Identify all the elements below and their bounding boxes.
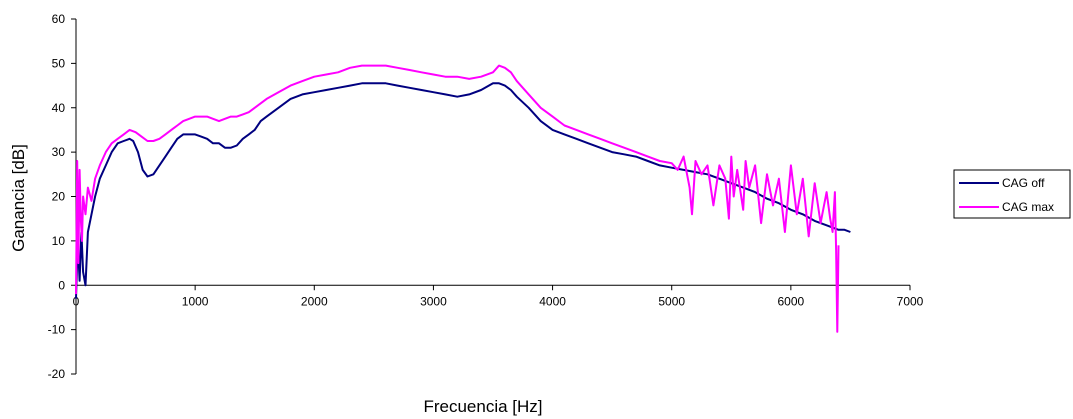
series-line-cag-off <box>75 82 851 299</box>
y-axis-title: Ganancia [dB] <box>9 144 28 252</box>
x-tick-label: 3000 <box>420 294 447 308</box>
y-tick-label: 50 <box>52 56 66 70</box>
legend-label: CAG max <box>1002 200 1054 214</box>
axes: -20 -10 0 10 20 30 40 50 60 0 1000 2000 3000 4000 5000… <box>48 12 924 381</box>
x-tick-label: 7000 <box>897 294 924 308</box>
series-layer <box>75 64 851 333</box>
x-tick-label: 5000 <box>658 294 685 308</box>
series-line-cag-max <box>75 64 840 333</box>
legend-box <box>953 169 1071 219</box>
y-tick-label: 20 <box>52 190 66 204</box>
x-axis-title: Frecuencia [Hz] <box>423 397 542 416</box>
legend: CAG off CAG max <box>953 169 1071 219</box>
y-tick-label: 10 <box>52 234 66 248</box>
y-tick-label: 60 <box>52 12 66 26</box>
y-tick-label: 40 <box>52 101 66 115</box>
x-tick-label: 6000 <box>778 294 805 308</box>
y-tick-label: -10 <box>48 323 66 337</box>
x-tick-label: 1000 <box>182 294 209 308</box>
x-tick-label: 0 <box>73 294 80 308</box>
x-tick-label: 4000 <box>539 294 566 308</box>
y-tick-label: 0 <box>58 278 65 292</box>
y-tick-label: -20 <box>48 367 66 381</box>
y-tick-label: 30 <box>52 145 66 159</box>
x-tick-label: 2000 <box>301 294 328 308</box>
legend-label: CAG off <box>1002 176 1045 190</box>
